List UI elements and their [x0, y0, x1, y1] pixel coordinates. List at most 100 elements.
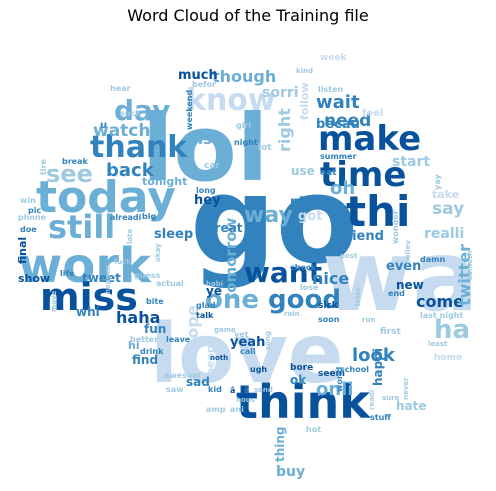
word-peopl: peopl [204, 341, 217, 376]
word-game: game [214, 326, 236, 334]
word-ugh: ugh [250, 365, 267, 374]
word-twitter: twitter [455, 244, 474, 306]
word-start: start [392, 154, 430, 170]
word-sick: sick [318, 301, 339, 311]
word-amp: amp [206, 405, 226, 414]
word-right: right [275, 108, 294, 152]
word-make: make [318, 119, 421, 159]
word-listen: listen [318, 85, 343, 94]
word-night: night [234, 138, 258, 147]
word-soon: soon [318, 315, 340, 324]
word-realli: realli [424, 226, 464, 242]
word-believ: believ [404, 240, 412, 264]
word-bad: bad [280, 224, 303, 237]
word-final: final [16, 237, 29, 264]
word-long: long [196, 186, 216, 195]
word-talk: talk [196, 311, 214, 320]
word-ye: ye [206, 284, 222, 298]
word-tire: tire [39, 158, 48, 175]
word-noth: noth [210, 354, 228, 362]
word-ha: ha [434, 315, 470, 345]
word-home: home [434, 353, 462, 363]
word-girl: girl [236, 121, 251, 130]
word-miss: miss [40, 275, 138, 319]
word-move: move [50, 290, 58, 312]
word-ok: ok [290, 373, 307, 387]
word-seem: seem [318, 369, 345, 379]
word-fuck: fuck [114, 258, 131, 266]
word-whi: whi [76, 305, 100, 319]
word-come: come [416, 292, 464, 311]
word-tomorrow: tomorrow [222, 217, 240, 300]
word-today: today [36, 172, 176, 223]
word-good: good [268, 285, 341, 315]
word-watch: watch [93, 121, 150, 141]
word-haha: haha [116, 308, 160, 327]
word-onli: onli [316, 379, 354, 400]
word-glad: glad [196, 301, 216, 310]
word-hot: hot [306, 425, 321, 434]
word-lol: lol [142, 95, 268, 202]
word-still: still [48, 208, 115, 246]
word-becau: becau [316, 117, 360, 132]
word-oh: oh [330, 178, 355, 199]
word-guess: guess [134, 271, 161, 280]
word-go: go [190, 152, 358, 291]
word-show: show [18, 272, 50, 285]
word-want: want [244, 256, 322, 289]
word-feel: feel [362, 108, 383, 119]
word-check: check [290, 263, 317, 272]
word-kid: kid [208, 385, 222, 394]
word-damn: damn [420, 255, 445, 264]
word-find: find [132, 353, 158, 367]
word-leave: leave [166, 335, 191, 344]
word-know: know [186, 83, 276, 118]
word-happen: happen [104, 265, 112, 294]
word-even: even [386, 259, 421, 274]
word-hey: hey [194, 193, 221, 208]
word-bite: bite [146, 297, 164, 306]
word-awesom: awesom [164, 371, 201, 380]
word-drink: drink [140, 347, 164, 356]
word-work: work [18, 238, 152, 294]
word-win: win [20, 196, 36, 205]
word-much: much [178, 68, 218, 83]
word-pic: pic [28, 206, 41, 215]
word-stuff: stuff [370, 413, 391, 422]
word-never: never [402, 377, 410, 400]
word-new: new [396, 278, 424, 292]
word-follow: follow [298, 82, 311, 120]
word-lose: lose [300, 283, 319, 292]
word-one: one [205, 285, 259, 315]
word-love: love [150, 307, 344, 402]
word-school: school [340, 365, 369, 374]
word-summer: summer [320, 152, 357, 161]
word-week: week [320, 53, 348, 63]
word-yeah: yeah [230, 335, 265, 350]
word-later: later [354, 287, 362, 306]
word-big: big [142, 212, 156, 221]
word-â: â [230, 386, 235, 395]
word-phone: phone [18, 213, 47, 222]
word-run: run [362, 316, 375, 324]
word-nice: nice [312, 269, 349, 288]
word-least: least [428, 340, 448, 348]
word-car: car [204, 161, 220, 171]
word-break: break [62, 157, 88, 166]
word-actual: actual [156, 279, 184, 288]
word-wait: wait [316, 92, 360, 113]
word-cloud-words: golollovewaworktodaythinkmissstillmaketi… [16, 53, 479, 480]
word-better: better [130, 335, 158, 344]
word-wish: wish [184, 130, 223, 148]
word-got: got [298, 209, 322, 224]
word-post: post [340, 252, 358, 260]
word-think: think [236, 375, 371, 429]
word-tonight: tonight [142, 175, 187, 188]
word-way: way [244, 203, 293, 228]
word-look: look [352, 345, 396, 366]
word-use: use [291, 164, 315, 178]
word-eat: eat [320, 168, 337, 178]
word-play: play [290, 195, 321, 210]
word-need: need [324, 111, 371, 131]
